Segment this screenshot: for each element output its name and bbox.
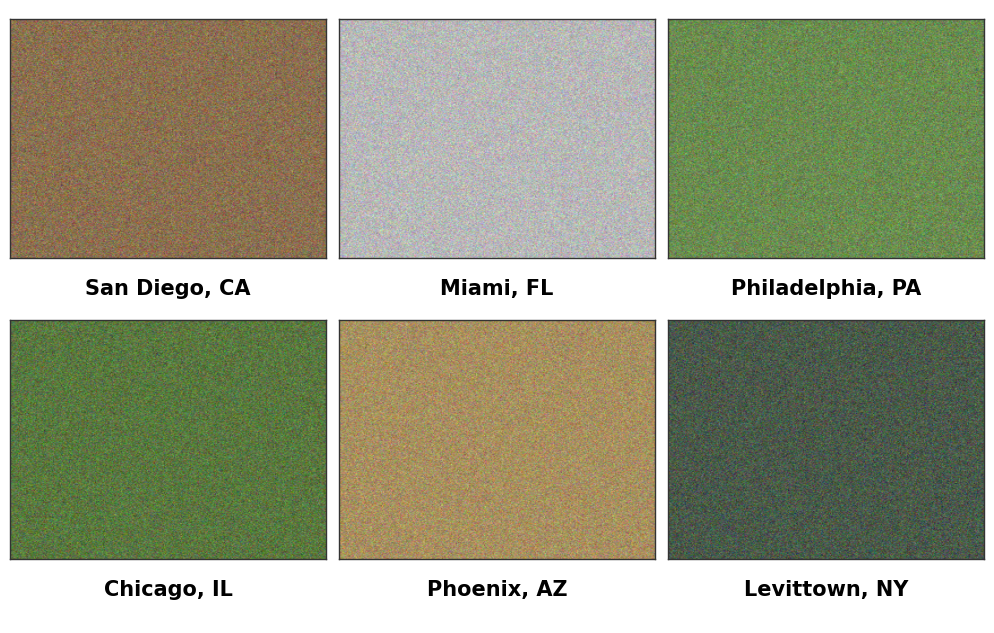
- Text: Levittown, NY: Levittown, NY: [744, 580, 909, 600]
- Text: Phoenix, AZ: Phoenix, AZ: [426, 580, 568, 600]
- Text: Philadelphia, PA: Philadelphia, PA: [731, 279, 921, 299]
- Text: San Diego, CA: San Diego, CA: [85, 279, 250, 299]
- Text: Miami, FL: Miami, FL: [440, 279, 554, 299]
- Text: Chicago, IL: Chicago, IL: [103, 580, 233, 600]
